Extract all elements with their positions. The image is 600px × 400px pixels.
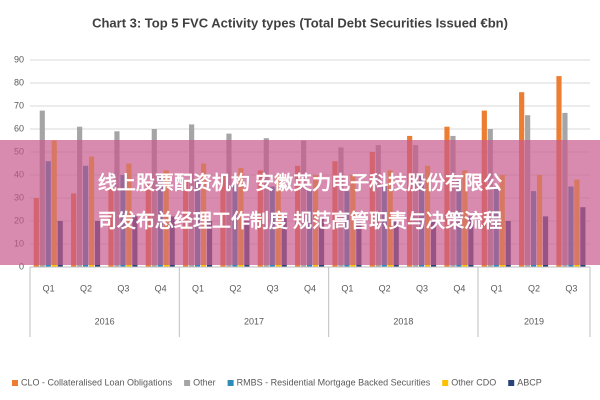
group-label: 2017: [244, 316, 264, 326]
x-tick-label: Q1: [341, 283, 353, 293]
y-tick-label: 90: [14, 54, 24, 64]
legend-swatch: [442, 380, 449, 386]
legend-label: Other CDO: [451, 377, 496, 387]
x-tick-label: Q3: [267, 283, 279, 293]
y-tick-label: 70: [14, 100, 24, 110]
overlay-banner: [0, 140, 600, 265]
x-tick-label: Q4: [453, 283, 465, 293]
legend-swatch: [508, 380, 515, 386]
x-tick-label: Q3: [117, 283, 129, 293]
y-tick-label: 0: [19, 261, 24, 271]
x-tick-label: Q1: [491, 283, 503, 293]
x-tick-label: Q2: [379, 283, 391, 293]
group-label: 2019: [524, 316, 544, 326]
legend-label: CLO - Collateralised Loan Obligations: [21, 377, 173, 387]
group-label: 2018: [393, 316, 413, 326]
legend-label: ABCP: [517, 377, 542, 387]
legend-label: RMBS - Residential Mortgage Backed Secur…: [237, 377, 431, 387]
legend-swatch: [227, 380, 234, 386]
group-label: 2016: [95, 316, 115, 326]
x-tick-label: Q4: [304, 283, 316, 293]
chart-title: Chart 3: Top 5 FVC Activity types (Total…: [92, 15, 508, 30]
legend-label: Other: [193, 377, 216, 387]
x-tick-label: Q3: [416, 283, 428, 293]
overlay-text: 线上股票配资机构 安徽英力电子科技股份有限公: [98, 171, 502, 194]
x-tick-label: Q2: [528, 283, 540, 293]
x-tick-label: Q2: [80, 283, 92, 293]
y-tick-label: 60: [14, 123, 24, 133]
x-tick-label: Q2: [229, 283, 241, 293]
y-tick-label: 80: [14, 77, 24, 87]
overlay-text: 司发布总经理工作制度 规范高管职责与决策流程: [98, 209, 502, 232]
x-tick-label: Q1: [192, 283, 204, 293]
legend-swatch: [184, 380, 191, 386]
x-tick-label: Q3: [565, 283, 577, 293]
x-tick-label: Q1: [43, 283, 55, 293]
legend-swatch: [12, 380, 18, 386]
x-tick-label: Q4: [155, 283, 167, 293]
